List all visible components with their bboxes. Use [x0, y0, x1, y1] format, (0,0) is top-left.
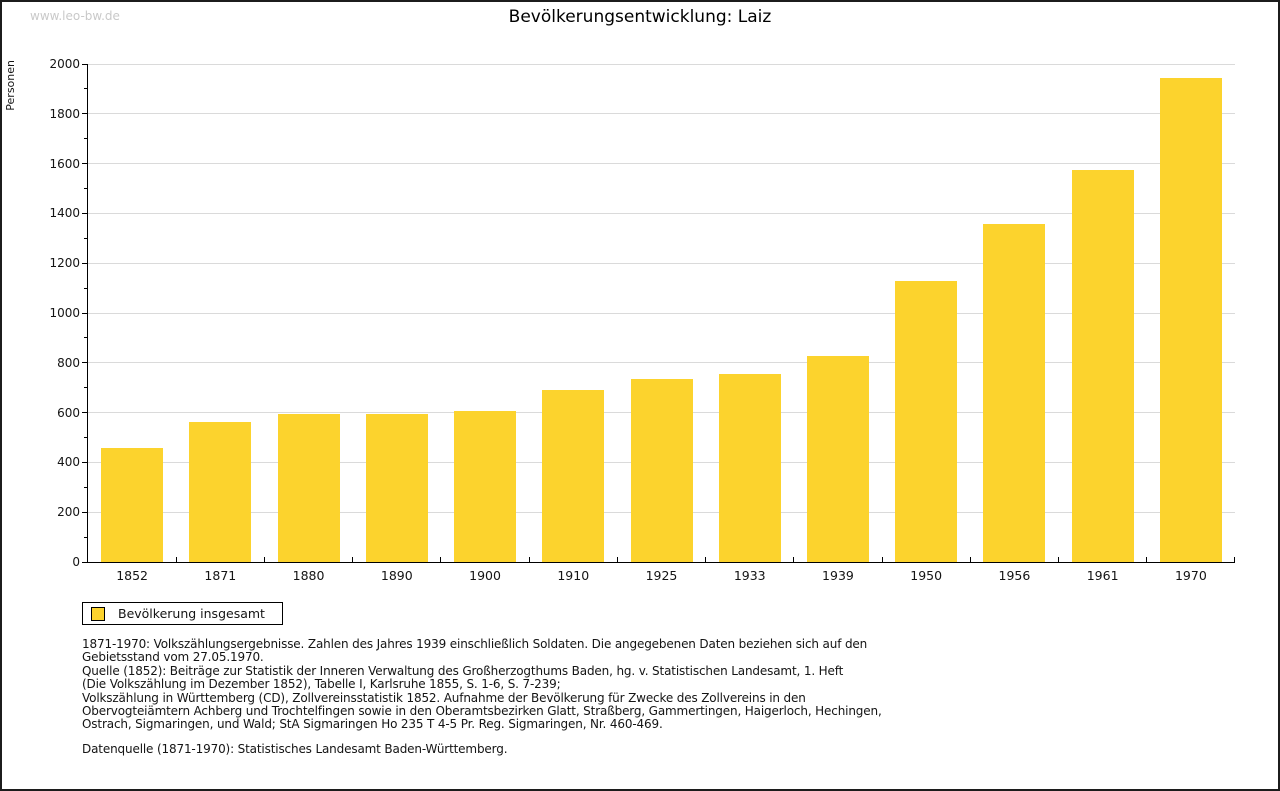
- y-tick-label: 600: [57, 405, 80, 420]
- footnote-line: Obervogteiämtern Achberg und Trochtelfin…: [82, 704, 882, 719]
- bar-1925: [630, 378, 693, 562]
- x-tick-label: 1910: [557, 568, 590, 583]
- x-tick: [175, 557, 177, 562]
- y-tick-label: 1800: [49, 106, 80, 121]
- footnote-line: Ostrach, Sigmaringen, und Wald; StA Sigm…: [82, 717, 663, 732]
- y-tick-major: [82, 461, 88, 463]
- legend-swatch-icon: [91, 606, 105, 621]
- data-source-line: Datenquelle (1871-1970): Statistisches L…: [82, 741, 508, 756]
- y-tick-minor: [84, 88, 88, 90]
- bar-1852: [101, 448, 164, 562]
- bar-1910: [542, 389, 605, 562]
- x-tick-label: 1939: [822, 568, 854, 583]
- x-tick-label: 1970: [1174, 568, 1207, 583]
- y-tick-minor: [84, 536, 88, 538]
- y-tick-label: 400: [57, 455, 80, 470]
- y-tick-major: [82, 511, 88, 513]
- gridline: [88, 113, 1235, 115]
- y-tick-label: 1400: [49, 206, 80, 221]
- y-tick-minor: [84, 437, 88, 438]
- gridline: [88, 362, 1235, 364]
- x-tick: [440, 557, 442, 562]
- y-tick-major: [82, 412, 88, 414]
- gridline: [88, 312, 1235, 314]
- y-tick-major: [82, 561, 88, 563]
- gridline: [88, 212, 1235, 214]
- x-tick: [352, 557, 354, 562]
- x-tick: [969, 557, 971, 562]
- footnote-line: Gebietsstand vom 27.05.1970.: [82, 650, 264, 665]
- watermark: www.leo-bw.de: [30, 9, 120, 23]
- y-tick-major: [82, 312, 88, 314]
- y-tick-major: [82, 113, 88, 115]
- y-tick-label: 800: [57, 355, 80, 370]
- y-tick-minor: [84, 486, 88, 488]
- x-tick: [1234, 557, 1235, 562]
- footnote-line: 1871-1970: Volkszählungsergebnisse. Zahl…: [82, 637, 868, 651]
- y-tick-minor: [84, 287, 88, 289]
- y-axis-labels: 0 200 400 600 800 1000 1200 1400 1600 1800 2000: [2, 57, 80, 569]
- bar-1880: [277, 414, 340, 562]
- bar-1956: [983, 224, 1046, 562]
- x-tick: [705, 557, 707, 562]
- y-tick-major: [82, 362, 88, 364]
- x-tick: [793, 557, 795, 562]
- x-tick: [1058, 557, 1060, 562]
- gridline: [88, 63, 1235, 65]
- page-title: Bevölkerungsentwicklung: Laiz: [508, 7, 772, 27]
- y-tick-major: [82, 212, 88, 214]
- x-tick: [528, 557, 530, 562]
- bar-1871: [189, 421, 252, 562]
- footnote-line: Volkszählung in Württemberg (CD), Zollve…: [82, 690, 806, 705]
- x-tick-label: 1880: [292, 568, 325, 583]
- x-tick: [881, 557, 883, 562]
- y-tick-major: [82, 163, 88, 165]
- bar-1900: [454, 410, 517, 562]
- x-tick: [616, 557, 618, 562]
- y-tick-label: 2000: [49, 57, 80, 71]
- bar-1961: [1071, 170, 1134, 562]
- y-tick-label: 1200: [49, 256, 80, 271]
- y-tick-minor: [84, 138, 88, 140]
- x-tick-label: 1925: [645, 568, 678, 583]
- bar-1939: [806, 355, 869, 562]
- x-tick-label: 1890: [380, 568, 413, 583]
- y-tick-minor: [84, 188, 88, 189]
- gridline: [88, 262, 1235, 264]
- footnotes: 1871-1970: Volkszählungsergebnisse. Zahl…: [82, 637, 1222, 756]
- y-tick-minor: [84, 237, 88, 239]
- x-tick-label: 1961: [1086, 568, 1119, 583]
- y-tick-major: [82, 262, 88, 264]
- x-tick-label: 1871: [204, 568, 237, 583]
- legend: Bevölkerung insgesamt: [82, 602, 283, 625]
- y-tick-label: 1600: [49, 156, 80, 171]
- bar-1890: [365, 414, 428, 562]
- x-tick-label: 1933: [733, 568, 766, 583]
- y-tick-major: [82, 63, 88, 65]
- bar-1970: [1159, 77, 1222, 562]
- y-tick-label: 200: [57, 505, 80, 520]
- x-tick: [1146, 557, 1148, 562]
- footnote-line: Quelle (1852): Beiträge zur Statistik de…: [82, 663, 844, 678]
- y-tick-label: 1000: [49, 306, 80, 320]
- x-axis-labels: 1852 1871 1880 1890 1900 1910 1925 1933 1939 1950…: [88, 568, 1235, 586]
- legend-label: Bevölkerung insgesamt: [118, 606, 265, 621]
- x-tick-label: 1852: [116, 568, 149, 583]
- gridline: [88, 163, 1235, 165]
- y-tick-minor: [84, 337, 88, 339]
- bar-1933: [718, 374, 781, 562]
- plot-area: [82, 63, 1235, 563]
- y-tick-label: 0: [72, 555, 80, 569]
- x-tick-label: 1956: [998, 568, 1031, 583]
- y-tick-minor: [84, 387, 88, 389]
- x-tick: [263, 557, 265, 562]
- footnote-line: (Die Volkszählung im Dezember 1852), Tab…: [82, 677, 561, 692]
- x-tick-label: 1950: [910, 568, 943, 583]
- x-tick-label: 1900: [469, 568, 501, 583]
- bar-1950: [895, 280, 958, 562]
